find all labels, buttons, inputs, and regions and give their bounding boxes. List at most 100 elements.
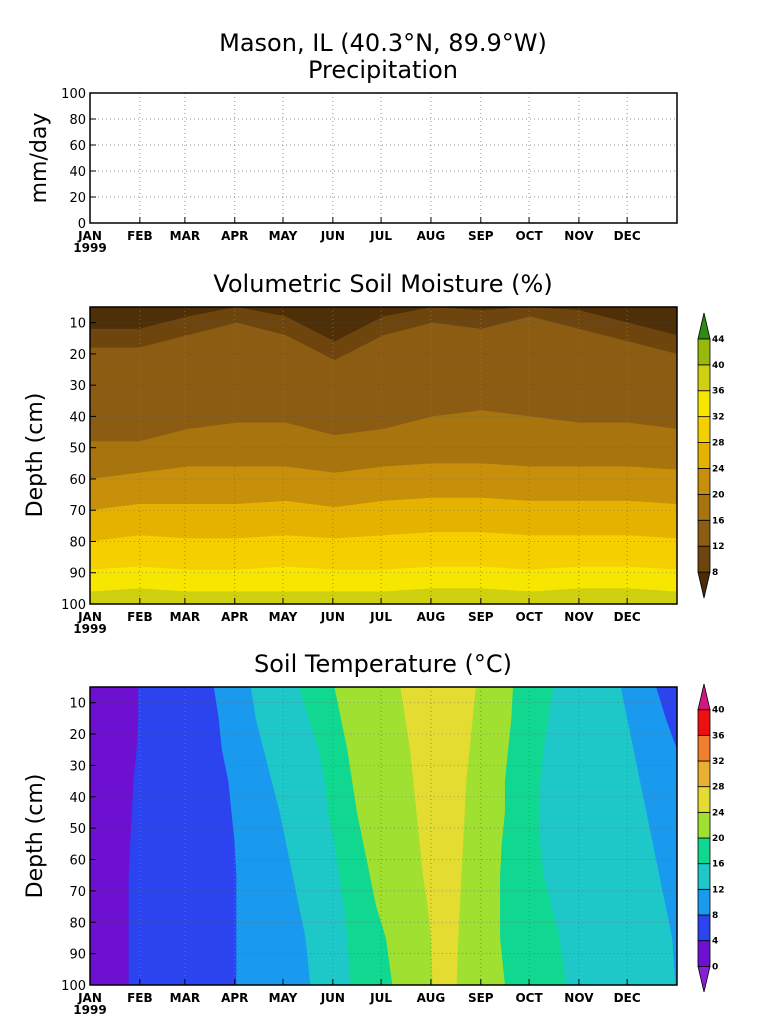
temperature-yticks: 10 20 30 40 50 60 70 80 90 100	[61, 697, 96, 994]
x-tick-label: DEC	[614, 229, 641, 243]
temperature-frame	[89, 686, 678, 986]
x-tick-label: MAY	[269, 991, 298, 1005]
precipitation-panel: 0 20 40 60 80 100 JAN FEB MAR APR MAY JUN JUL AUG SEP…	[27, 87, 678, 255]
precip-grid	[90, 93, 677, 223]
precip-frame	[89, 92, 678, 224]
colorbar-swatch	[697, 888, 711, 916]
colorbar-label: 0	[712, 962, 718, 972]
x-tick-label: AUG	[417, 991, 446, 1005]
colorbar-swatch	[697, 863, 711, 890]
x-tick-label: APR	[221, 991, 248, 1005]
temperature-grid	[90, 687, 677, 985]
y-tick-label: 80	[69, 113, 86, 128]
y-tick-label: 20	[69, 348, 86, 363]
x-year-label: 1999	[73, 1003, 106, 1017]
colorbar-label: 28	[712, 439, 725, 449]
y-tick-label: 40	[69, 791, 86, 806]
temperature-contours	[90, 687, 677, 985]
colorbar-swatch	[697, 519, 711, 547]
colorbar-swatch	[697, 390, 711, 418]
y-tick-label: 40	[69, 410, 86, 425]
x-tick-label: MAR	[170, 610, 200, 624]
x-tick-label: OCT	[515, 991, 543, 1005]
moisture-band	[90, 307, 677, 342]
colorbar-swatch	[697, 760, 711, 788]
y-tick-label: 90	[69, 567, 86, 582]
colorbar-swatch	[697, 468, 711, 495]
colorbar-label: 4	[712, 937, 718, 947]
y-tick-label: 10	[69, 317, 86, 332]
moisture-grid	[90, 307, 677, 604]
colorbar-swatch	[697, 811, 711, 839]
colorbar-swatch	[697, 837, 711, 865]
y-tick-label: 50	[69, 442, 86, 457]
colorbar-swatch	[697, 940, 711, 967]
colorbar-label: 12	[712, 885, 725, 895]
colorbar-swatch	[697, 683, 711, 711]
x-tick-label: NOV	[564, 991, 594, 1005]
x-tick-label: JUN	[320, 991, 345, 1005]
y-tick-label: 80	[69, 535, 86, 550]
temperature-band	[656, 687, 677, 985]
colorbar-label: 28	[712, 783, 725, 793]
moisture-colorbar: 8 12 16 20 24 28 32 36 40 44	[697, 312, 725, 599]
x-tick-label: MAY	[269, 229, 298, 243]
x-tick-label: DEC	[614, 991, 641, 1005]
colorbar-label: 16	[712, 860, 725, 870]
moisture-frame	[89, 306, 678, 605]
x-tick-label: FEB	[127, 610, 153, 624]
y-tick-label: 30	[69, 379, 86, 394]
y-tick-label: 60	[69, 473, 86, 488]
x-tick-label: APR	[221, 229, 248, 243]
moisture-panel: 10 20 30 40 50 60 70 80 90 100 JAN FEB MAR APR MAY JUN…	[23, 306, 725, 636]
temperature-title: Soil Temperature (°C)	[254, 650, 512, 678]
x-tick-label: JUL	[369, 991, 392, 1005]
x-year-label: 1999	[73, 241, 106, 255]
colorbar-label: 36	[712, 731, 725, 741]
temperature-band	[620, 687, 677, 985]
x-year-label: 1999	[73, 622, 106, 636]
precip-xticks: JAN FEB MAR APR MAY JUN JUL AUG SEP OCT NOV DEC 1999	[73, 217, 641, 255]
colorbar-label: 32	[712, 757, 725, 767]
x-tick-label: OCT	[515, 610, 543, 624]
colorbar-swatch	[697, 364, 711, 392]
y-tick-label: 90	[69, 948, 86, 963]
colorbar-swatch	[697, 416, 711, 443]
colorbar-swatch	[697, 338, 711, 366]
x-tick-label: MAR	[170, 991, 200, 1005]
colorbar-swatch	[697, 545, 711, 573]
figure-title: Mason, IL (40.3°N, 89.9°W)	[219, 29, 547, 57]
y-tick-label: 80	[69, 916, 86, 931]
x-tick-label: NOV	[564, 229, 594, 243]
x-tick-label: SEP	[468, 610, 494, 624]
x-tick-label: SEP	[468, 229, 494, 243]
x-tick-label: JUL	[369, 229, 392, 243]
x-tick-label: SEP	[468, 991, 494, 1005]
x-tick-label: OCT	[515, 229, 543, 243]
colorbar-label: 20	[712, 834, 725, 844]
precip-plot-area	[90, 93, 677, 223]
x-tick-label: JUL	[369, 610, 392, 624]
colorbar-swatch	[697, 914, 711, 942]
x-tick-label: DEC	[614, 610, 641, 624]
colorbar-label: 32	[712, 413, 725, 423]
colorbar-label: 24	[712, 464, 725, 474]
precip-yticks: 0 20 40 60 80 100	[61, 87, 96, 232]
colorbar-label: 12	[712, 542, 725, 552]
colorbar-swatch	[697, 709, 711, 736]
y-tick-label: 50	[69, 822, 86, 837]
y-tick-label: 100	[61, 979, 86, 994]
colorbar-label: 24	[712, 808, 725, 818]
y-tick-label: 0	[78, 217, 86, 232]
temperature-ylabel: Depth (cm)	[23, 774, 48, 899]
x-tick-label: JAN	[77, 229, 102, 243]
y-tick-label: 20	[69, 191, 86, 206]
y-tick-label: 20	[69, 728, 86, 743]
colorbar-label: 36	[712, 387, 725, 397]
x-tick-label: JUN	[320, 610, 345, 624]
x-tick-label: JUN	[320, 229, 345, 243]
x-tick-label: AUG	[417, 229, 446, 243]
colorbar-label: 44	[712, 335, 725, 345]
colorbar-swatch	[697, 442, 711, 469]
